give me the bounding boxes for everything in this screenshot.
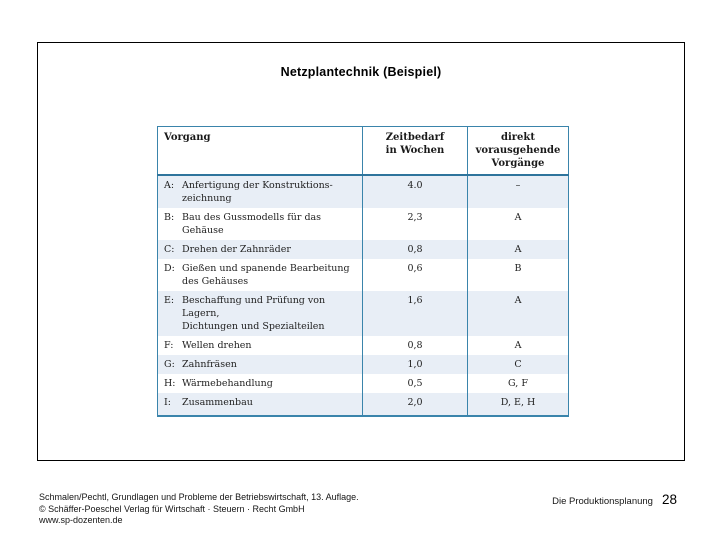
predecessor-cell: G, F [467, 374, 569, 393]
task-description: Gießen und spanende Bearbeitung des Gehä… [182, 263, 350, 287]
weeks-cell: 0,6 [362, 259, 468, 291]
footer-right: Die Produktionsplanung 28 [552, 492, 677, 507]
task-description: Beschaffung und Prüfung von Lagern, Dich… [182, 295, 326, 332]
weeks-cell: 1,0 [362, 355, 468, 374]
task-id: H: [164, 378, 176, 389]
task-id: C: [164, 244, 175, 255]
table-row: D: Gießen und spanende Bearbeitung des Ge… [158, 259, 569, 291]
table-row: G: Zahnfräsen 1,0 C [157, 355, 569, 374]
predecessor-cell: B [467, 259, 569, 291]
slide-title: Netzplantechnik (Beispiel) [280, 65, 442, 79]
weeks-cell: 2,0 [362, 393, 468, 416]
task-description: Zusammenbau [182, 397, 253, 408]
task-id: D: [164, 263, 175, 274]
task-cell: E: Beschaffung und Prüfung von Lagern, Di… [158, 291, 363, 336]
predecessor-cell: A [467, 240, 569, 259]
task-id: B: [164, 212, 175, 223]
column-header-vorgang: Vorgang [157, 126, 363, 176]
task-description: Bau des Gussmodells für das Gehäuse [182, 212, 322, 236]
task-description: Wärmebehandlung [182, 378, 273, 389]
table-row: F: Wellen drehen 0,8 A [158, 336, 569, 355]
task-cell: G: Zahnfräsen [158, 355, 363, 374]
weeks-cell: 4.0 [362, 175, 468, 208]
task-cell: F: Wellen drehen [158, 336, 363, 355]
task-cell: D: Gießen und spanende Bearbeitung des Ge… [158, 259, 363, 291]
source-line-1: Schmalen/Pechtl, Grundlagen und Probleme… [39, 492, 359, 502]
weeks-cell: 1,6 [362, 291, 468, 336]
column-header-vorgaenge: direkt vorausgehende Vorgänge [467, 126, 569, 176]
predecessor-cell: C [467, 355, 569, 374]
task-description: Anfertigung der Konstruktions- zeichnung [182, 180, 333, 204]
task-cell: H: Wärmebehandlung [158, 374, 363, 393]
task-description: Zahnfräsen [182, 359, 237, 370]
task-table: Vorgang Zeitbedarf in Wochen direkt vora… [157, 126, 569, 417]
task-description: Wellen drehen [182, 340, 252, 351]
task-id: A: [164, 180, 175, 191]
table-header-row: Vorgang Zeitbedarf in Wochen direkt vora… [157, 126, 569, 176]
table-row: H: Wärmebehandlung 0,5 G, F [158, 374, 569, 393]
slide-canvas: Netzplantechnik (Beispiel) Vorgang Zeitb… [37, 42, 685, 461]
predecessor-cell: A [467, 208, 569, 240]
predecessor-cell: A [467, 291, 569, 336]
task-cell: I: Zusammenbau [158, 393, 363, 416]
predecessor-cell: A [467, 336, 569, 355]
task-id: I: [164, 397, 171, 408]
table-row: I: Zusammenbau 2,0 D, E, H [157, 393, 569, 416]
source-attribution: Schmalen/Pechtl, Grundlagen und Probleme… [39, 492, 359, 527]
table-row: E: Beschaffung und Prüfung von Lagern, Di… [157, 291, 569, 336]
page-number: 28 [661, 492, 677, 507]
weeks-cell: 2,3 [362, 208, 468, 240]
task-id: F: [164, 340, 174, 351]
weeks-cell: 0,5 [362, 374, 468, 393]
weeks-cell: 0,8 [362, 336, 468, 355]
table-row: C: Drehen der Zahnräder 0,8 A [157, 240, 569, 259]
task-cell: A: Anfertigung der Konstruktions- zeichnu… [158, 175, 363, 208]
task-cell: C: Drehen der Zahnräder [158, 240, 363, 259]
predecessor-cell: D, E, H [467, 393, 569, 416]
table-row: A: Anfertigung der Konstruktions- zeichnu… [157, 175, 569, 208]
task-description: Drehen der Zahnräder [182, 244, 291, 255]
task-cell: B: Bau des Gussmodells für das Gehäuse [158, 208, 363, 240]
column-header-zeitbedarf: Zeitbedarf in Wochen [362, 126, 468, 176]
table-row: B: Bau des Gussmodells für das Gehäuse 2,… [158, 208, 569, 240]
task-id: G: [164, 359, 175, 370]
source-line-3: www.sp-dozenten.de [39, 515, 123, 525]
weeks-cell: 0,8 [362, 240, 468, 259]
source-line-2: © Schäffer-Poeschel Verlag für Wirtschaf… [39, 503, 305, 514]
chapter-label: Die Produktionsplanung [552, 496, 653, 507]
task-id: E: [164, 295, 175, 306]
predecessor-cell: – [467, 175, 569, 208]
